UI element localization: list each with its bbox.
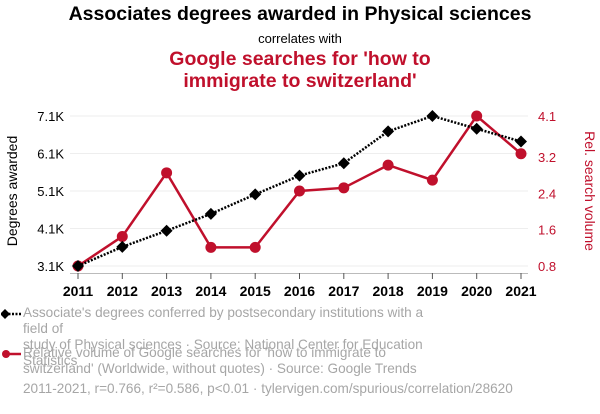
search-point <box>249 241 261 253</box>
x-tick-label: 2021 <box>505 283 536 299</box>
x-tick-label: 2012 <box>107 283 138 299</box>
x-axis: 2011 2012 2013 2014 2015 2016 2017 2018 2019 2020… <box>63 273 537 299</box>
degrees-point <box>204 207 217 220</box>
left-axis-ticks: 3.1K 4.1K 5.1K 6.1K 7.1K <box>37 109 64 274</box>
degrees-point <box>116 240 129 253</box>
degrees-point <box>337 157 350 170</box>
degrees-point <box>470 122 483 135</box>
degrees-point <box>515 135 527 148</box>
degrees-point <box>72 260 84 272</box>
right-tick-label: 0.8 <box>538 259 556 274</box>
degrees-point <box>426 110 439 122</box>
right-axis-ticks: 0.8 1.6 2.4 3.2 4.1 <box>538 109 556 274</box>
search-point <box>116 230 128 242</box>
legend-item-search: Relative volume of Google searches for '… <box>2 345 443 377</box>
title2-line1: Google searches for 'how to <box>169 48 431 70</box>
right-tick-label: 4.1 <box>538 109 556 124</box>
search-point <box>382 159 394 171</box>
circle-line-icon <box>2 350 21 358</box>
left-tick-label: 5.1K <box>37 184 64 199</box>
search-point <box>205 241 217 253</box>
x-tick-label: 2020 <box>461 283 492 299</box>
legend-degrees-line2: study of Physical sciences · Source: Nat… <box>23 337 423 368</box>
left-axis-label: Degrees awarded <box>4 136 20 247</box>
x-tick-label: 2013 <box>151 283 182 299</box>
title2-line2: immigrate to switzerland' <box>183 70 417 92</box>
search-point <box>515 148 527 160</box>
footer-stats: 2011-2021, r=0.766, r²=0.586, p<0.01 · t… <box>23 381 513 396</box>
degrees-point <box>160 224 173 237</box>
right-axis-label: Rel. search volume <box>582 131 598 251</box>
chart-title: Associates degrees awarded in Physical s… <box>68 3 532 25</box>
degrees-point <box>382 125 395 138</box>
diamond-dotted-line-icon <box>1 309 21 319</box>
search-point <box>426 174 438 186</box>
legend-search-line2: switzerland' (Worldwide, without quotes)… <box>23 361 417 376</box>
x-tick-label: 2011 <box>63 283 94 299</box>
degrees-point <box>293 169 306 182</box>
right-tick-label: 1.6 <box>538 223 556 238</box>
series-degrees <box>72 110 527 272</box>
chart-subtitle: correlates with <box>258 31 342 46</box>
x-tick-label: 2019 <box>417 283 448 299</box>
left-tick-label: 7.1K <box>37 109 64 124</box>
right-tick-label: 2.4 <box>538 186 556 201</box>
search-point <box>338 182 350 194</box>
left-tick-label: 3.1K <box>37 259 64 274</box>
chart-title-secondary: Google searches for 'how to immigrate to… <box>0 48 600 92</box>
x-tick-label: 2015 <box>240 283 271 299</box>
search-point <box>294 185 305 197</box>
x-tick-label: 2014 <box>195 283 226 299</box>
x-tick-label: 2018 <box>373 283 404 299</box>
search-point <box>161 167 173 179</box>
right-tick-label: 3.2 <box>538 150 556 165</box>
legend-item-degrees: Associate's degrees conferred by postsec… <box>1 305 443 369</box>
search-point <box>471 110 483 122</box>
legend-search-line1: Relative volume of Google searches for '… <box>23 345 386 360</box>
legend-degrees-line1: Associate's degrees conferred by postsec… <box>23 305 424 336</box>
x-tick-label: 2017 <box>328 283 359 299</box>
left-tick-label: 6.1K <box>37 147 64 162</box>
left-tick-label: 4.1K <box>37 222 64 237</box>
degrees-point <box>249 188 262 201</box>
x-tick-label: 2016 <box>284 283 315 299</box>
